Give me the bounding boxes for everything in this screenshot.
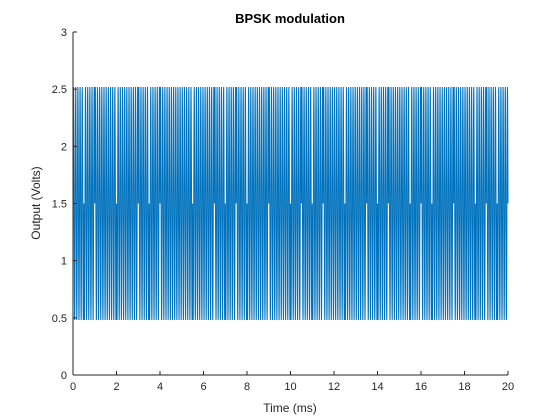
- x-tick-label: 2: [113, 381, 119, 393]
- x-tick-label: 14: [371, 381, 383, 393]
- chart-title: BPSK modulation: [235, 11, 345, 26]
- y-axis-label: Output (Volts): [29, 166, 43, 239]
- x-tick-label: 4: [157, 381, 163, 393]
- y-tick-labels: 0 0.5 1 1.5 2 2.5 3: [52, 27, 67, 382]
- y-tick-label: 1.5: [52, 199, 67, 211]
- axes-layer: [72, 31, 509, 376]
- x-tick-labels: 0 2 4 6 8 10 12 14 16 18 20: [70, 381, 514, 393]
- y-tick-label: 2.5: [52, 84, 67, 96]
- x-tick-label: 0: [70, 381, 76, 393]
- signal-layer: [72, 87, 509, 320]
- y-tick-label: 1: [61, 256, 67, 268]
- x-tick-label: 16: [415, 381, 427, 393]
- x-tick-label: 12: [328, 381, 340, 393]
- x-tick-label: 20: [502, 381, 514, 393]
- y-tick-label: 0: [61, 370, 67, 382]
- x-axis-label: Time (ms): [263, 401, 317, 415]
- y-tick-label: 2: [61, 141, 67, 153]
- x-tick-label: 10: [284, 381, 296, 393]
- x-tick-label: 8: [244, 381, 250, 393]
- x-tick-label: 6: [200, 381, 206, 393]
- signal-series-line: [72, 87, 509, 320]
- x-tick-label: 18: [458, 381, 470, 393]
- y-tick-label: 0.5: [52, 313, 67, 325]
- y-tick-label: 3: [61, 27, 67, 39]
